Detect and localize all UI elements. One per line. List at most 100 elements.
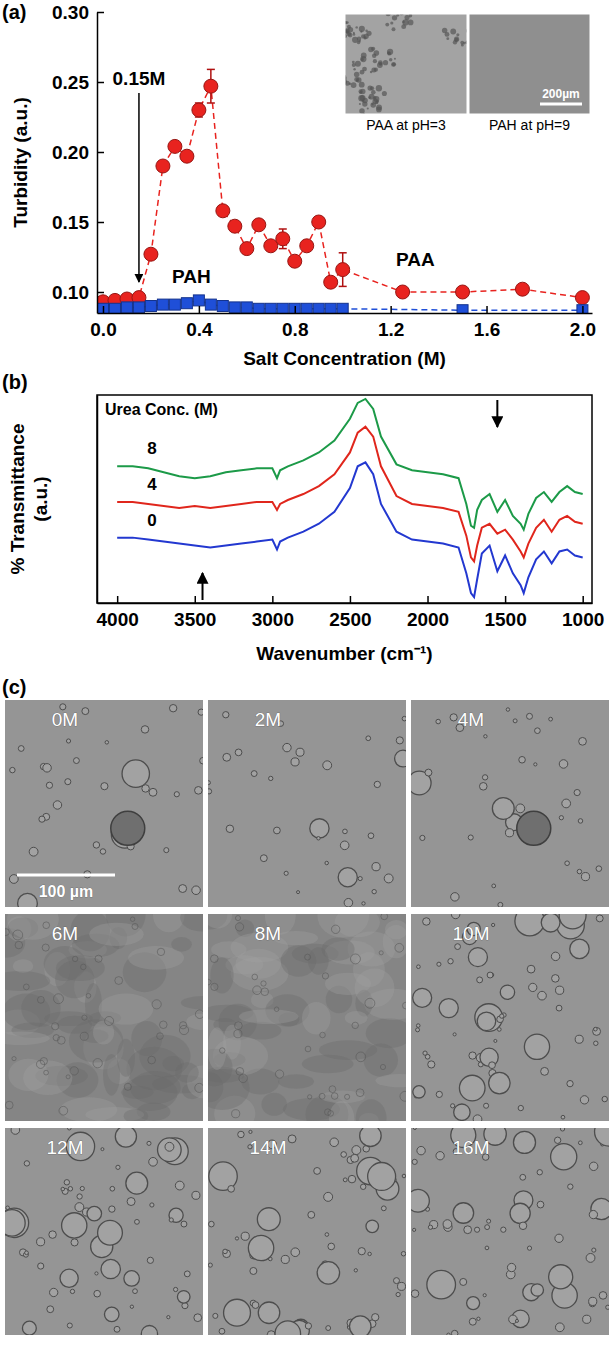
tick-mark	[486, 306, 488, 313]
droplet	[147, 1141, 151, 1145]
droplet	[150, 1203, 154, 1207]
droplet	[411, 1189, 429, 1212]
micrograph-label: 4M	[458, 709, 484, 730]
tick-label: 0.15	[52, 212, 89, 233]
droplet	[451, 1104, 455, 1108]
data-point	[277, 303, 288, 313]
tick: 1500	[484, 596, 526, 630]
droplet	[593, 1027, 601, 1035]
series-line	[117, 399, 583, 530]
droplet	[484, 735, 487, 738]
droplet	[381, 1206, 386, 1211]
inset-background	[469, 14, 590, 114]
droplet	[595, 1128, 609, 1146]
droplet	[594, 1027, 598, 1031]
aggregate	[450, 29, 456, 35]
droplet	[65, 779, 71, 785]
aggregate	[387, 51, 390, 54]
micrograph-image	[411, 700, 609, 907]
droplet	[559, 816, 563, 820]
tick: 0.20	[52, 142, 104, 163]
droplet	[384, 874, 393, 883]
data-point	[228, 219, 242, 233]
tick: 1000	[562, 596, 604, 630]
droplet	[253, 986, 262, 995]
droplet	[228, 1186, 235, 1193]
droplet	[348, 1175, 356, 1183]
droplet	[284, 871, 288, 875]
aggregate	[368, 47, 374, 53]
droplet	[283, 743, 291, 751]
data-point	[312, 215, 326, 229]
droplet	[175, 1181, 184, 1190]
droplet	[331, 1093, 338, 1100]
error-bar-cap	[279, 228, 287, 230]
droplet	[413, 988, 432, 1007]
droplet	[305, 954, 311, 960]
data-point	[515, 282, 529, 296]
droplet	[498, 902, 503, 907]
texture	[317, 914, 369, 938]
droplet	[18, 746, 24, 752]
micrograph-label: 10M	[453, 923, 490, 944]
droplet	[248, 1235, 273, 1260]
aggregate	[357, 36, 361, 40]
droplet	[269, 776, 273, 780]
tick: 2.0	[570, 306, 596, 340]
micrograph: 10M	[411, 902, 609, 1124]
droplet	[561, 1115, 565, 1119]
droplet	[124, 1271, 140, 1287]
data-point	[265, 303, 276, 313]
series-line	[117, 427, 583, 562]
droplet	[46, 782, 52, 788]
droplet	[515, 1319, 518, 1322]
droplet	[274, 1007, 279, 1012]
droplet	[477, 1317, 480, 1320]
droplet	[425, 769, 432, 776]
droplet	[494, 1039, 497, 1042]
droplet	[71, 1239, 78, 1246]
droplet	[551, 952, 559, 960]
data-point	[193, 295, 204, 306]
axis	[97, 396, 98, 604]
droplet	[200, 757, 203, 764]
texture	[99, 994, 154, 1025]
droplet	[455, 944, 461, 950]
droplet	[15, 941, 23, 949]
inset-label: PAA at pH=3	[366, 117, 446, 133]
droplet	[395, 943, 404, 952]
texture	[366, 1018, 406, 1048]
droplet	[149, 1157, 158, 1166]
droplet	[483, 1294, 486, 1297]
aggregate	[394, 58, 396, 60]
droplet	[307, 1095, 311, 1099]
droplet	[42, 944, 49, 951]
droplet	[98, 1220, 123, 1245]
droplet	[565, 861, 570, 866]
data-point	[457, 305, 468, 313]
panel-label: (c)	[2, 676, 26, 698]
tick-mark	[199, 306, 201, 313]
droplet	[5, 929, 9, 936]
texture	[5, 1032, 50, 1045]
droplet	[192, 1191, 200, 1199]
texture	[180, 914, 203, 931]
axis: 0.100.150.200.250.30	[52, 2, 104, 314]
data-point	[336, 263, 350, 277]
droplet	[223, 712, 229, 718]
droplet	[510, 1203, 530, 1223]
droplet	[18, 893, 38, 907]
droplet	[149, 788, 157, 796]
droplet	[439, 999, 458, 1018]
tick: 4000	[97, 596, 139, 630]
droplet	[380, 1064, 385, 1069]
droplet	[559, 914, 586, 929]
series-label: 8	[147, 439, 156, 458]
droplet	[351, 1154, 359, 1162]
droplet	[365, 998, 375, 1008]
texture	[153, 914, 185, 932]
droplet	[11, 1128, 20, 1134]
droplet	[352, 1022, 358, 1028]
aggregate	[359, 103, 361, 105]
droplet	[305, 1323, 311, 1329]
